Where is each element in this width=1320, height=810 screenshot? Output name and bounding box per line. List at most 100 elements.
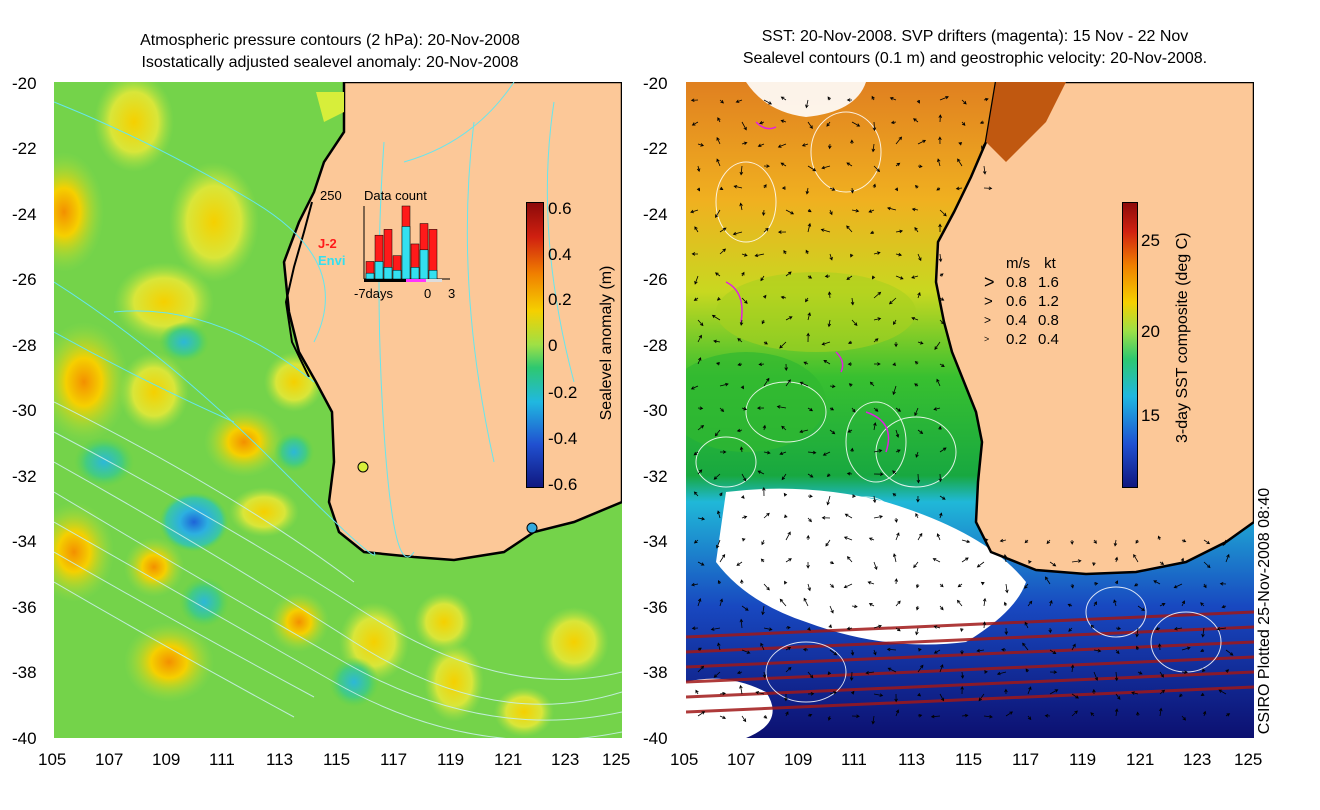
- velocity-arrow: [939, 447, 947, 453]
- left-title-line1: Atmospheric pressure contours (2 hPa): 2…: [140, 32, 520, 49]
- velocity-arrow: [872, 495, 877, 504]
- velocity-arrow: [850, 690, 855, 695]
- inset-legend-j2: J-2: [318, 236, 337, 251]
- velocity-arrow: [805, 99, 809, 109]
- velocity-arrow: [846, 556, 853, 563]
- velocity-arrow: [892, 362, 897, 366]
- velocity-arrow: [873, 317, 882, 321]
- velocity-arrow: [873, 362, 881, 366]
- right-y-tick: -36: [643, 598, 668, 617]
- velocity-arrow: [820, 228, 831, 233]
- velocity-arrow: [807, 407, 814, 412]
- right-x-tick: 111: [841, 750, 867, 769]
- velocity-arrow: [886, 647, 897, 652]
- velocity-arrow: [1093, 648, 1102, 653]
- velocity-arrow: [895, 532, 900, 541]
- velocity-arrow: [1092, 688, 1096, 695]
- velocity-arrow: [779, 451, 787, 456]
- velocity-arrow: [846, 471, 853, 476]
- velocity-arrow: [873, 624, 882, 629]
- credit-text: CSIRO Plotted 25-Nov-2008 08:40: [1256, 487, 1273, 735]
- velocity-arrow: [933, 625, 941, 629]
- velocity-arrow: [691, 626, 699, 630]
- velocity-arrow: [741, 407, 748, 411]
- velocity-arrow: [849, 671, 854, 682]
- velocity-ms: 0.4: [1006, 312, 1027, 329]
- left-y-tick: -30: [12, 401, 37, 420]
- velocity-arrow: [961, 557, 969, 563]
- velocity-arrow: [1093, 601, 1097, 607]
- velocity-arrow: [719, 450, 727, 454]
- velocity-arrow: [872, 121, 877, 132]
- velocity-arrow: [851, 494, 856, 498]
- velocity-arrow: [763, 184, 767, 189]
- velocity-arrow: [1113, 599, 1117, 607]
- velocity-arrow: [737, 338, 743, 343]
- velocity-arrow: [1049, 561, 1057, 567]
- velocity-arrow: [719, 407, 725, 413]
- velocity-arrow: [911, 275, 919, 279]
- velocity-arrow: [1093, 671, 1099, 681]
- velocity-arrow: [696, 165, 701, 173]
- velocity-arrow: [1173, 583, 1183, 589]
- velocity-arrow: [719, 248, 727, 255]
- right-y-tick: -30: [643, 401, 668, 420]
- sealevel-colorbar: [526, 202, 544, 488]
- velocity-arrow: [873, 472, 884, 476]
- velocity-arrow: [887, 206, 897, 211]
- velocity-arrow: [694, 226, 699, 233]
- velocity-arrow: [999, 538, 1007, 543]
- velocity-arrow: [763, 715, 768, 719]
- velocity-arrow: [719, 598, 724, 607]
- velocity-arrow: [719, 227, 727, 233]
- velocity-arrow: [785, 209, 795, 215]
- velocity-arrow: [761, 209, 766, 216]
- velocity-arrow: [850, 297, 855, 306]
- velocity-arrow: [717, 117, 721, 123]
- velocity-arrow: [829, 649, 838, 656]
- velocity-arrow: [894, 341, 898, 348]
- velocity-arrow: [785, 558, 792, 563]
- left-x-tick: 119: [437, 750, 465, 769]
- velocity-arrow: [691, 252, 699, 256]
- velocity-arrow: [829, 253, 833, 261]
- right-x-tick: 105: [670, 750, 699, 769]
- sealevel-tick: 0: [548, 336, 558, 355]
- velocity-arrow: [781, 186, 787, 190]
- velocity-arrow: [716, 539, 721, 549]
- velocity-arrow: [960, 649, 964, 655]
- velocity-arrow: [982, 597, 987, 607]
- velocity-arrow: [1200, 602, 1205, 607]
- velocity-arrow: [1049, 670, 1058, 674]
- velocity-arrow: [761, 605, 765, 616]
- velocity-arrow: [1071, 710, 1078, 717]
- left-x-tick: 113: [266, 750, 294, 769]
- right-x-tick: 125: [1234, 750, 1263, 769]
- velocity-arrow: [873, 515, 884, 519]
- left-y-tick: -34: [12, 532, 37, 551]
- velocity-arrow: [690, 385, 699, 390]
- velocity-arrow: [983, 97, 989, 102]
- velocity-arrow: [1200, 648, 1205, 653]
- velocity-arrow: [697, 711, 706, 717]
- velocity-arrow: [826, 473, 831, 477]
- velocity-arrow: [888, 297, 897, 305]
- velocity-arrow: [736, 670, 743, 675]
- velocity-arrow: [846, 98, 853, 102]
- velocity-arrow: [691, 121, 699, 126]
- velocity-arrow: [805, 297, 809, 303]
- velocity-arrow: [784, 514, 788, 519]
- velocity-arrow: [1222, 539, 1227, 547]
- velocity-arrow: [981, 143, 985, 150]
- velocity-arrow: [895, 407, 902, 412]
- velocity-arrow: [807, 450, 817, 455]
- sealevel-tick: -0.4: [548, 429, 578, 448]
- velocity-arrow: [780, 96, 787, 101]
- velocity-arrow: [762, 671, 767, 679]
- velocity-arrow: [892, 553, 897, 563]
- velocity-arrow: [1049, 689, 1059, 695]
- velocity-arrow: [865, 670, 875, 675]
- right-x-tick: 109: [784, 750, 813, 769]
- velocity-arrow: [939, 495, 946, 500]
- velocity-arrow: [939, 273, 944, 277]
